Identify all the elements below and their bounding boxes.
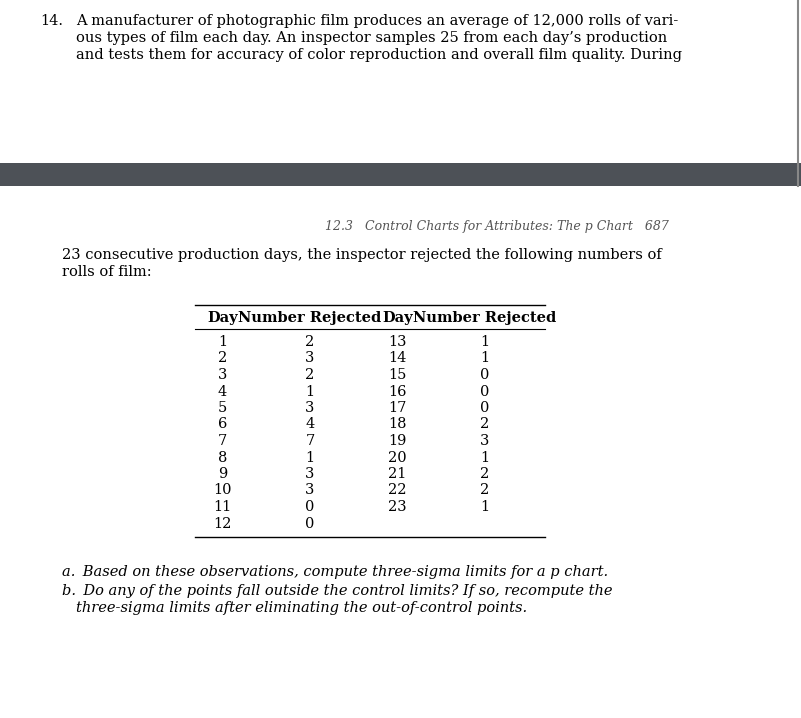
Text: 13: 13: [388, 335, 407, 349]
Text: 9: 9: [218, 467, 227, 481]
Text: 12.3   Control Charts for Attributes: The p Chart   687: 12.3 Control Charts for Attributes: The …: [324, 220, 669, 233]
Text: 23: 23: [388, 500, 407, 514]
Text: 0: 0: [481, 385, 489, 398]
Text: 1: 1: [218, 335, 227, 349]
Text: 2: 2: [305, 368, 315, 382]
Text: 5: 5: [218, 401, 227, 415]
Text: 7: 7: [305, 434, 315, 448]
Text: 3: 3: [305, 352, 315, 365]
Text: 2: 2: [481, 467, 489, 481]
Text: ous types of film each day. An inspector samples 25 from each day’s production: ous types of film each day. An inspector…: [76, 31, 667, 45]
Text: 10: 10: [213, 483, 231, 498]
Text: 21: 21: [388, 467, 407, 481]
Text: 7: 7: [218, 434, 227, 448]
Text: 3: 3: [305, 401, 315, 415]
Text: 3: 3: [305, 467, 315, 481]
Text: 0: 0: [481, 401, 489, 415]
Text: 0: 0: [305, 516, 315, 531]
Text: 15: 15: [388, 368, 407, 382]
Bar: [0, 163, 801, 186]
Text: Day: Day: [207, 311, 238, 325]
Text: 22: 22: [388, 483, 407, 498]
Text: 14.: 14.: [40, 14, 63, 28]
Text: 19: 19: [388, 434, 407, 448]
Text: and tests them for accuracy of color reproduction and overall film quality. Duri: and tests them for accuracy of color rep…: [76, 48, 682, 62]
Text: 1: 1: [481, 450, 489, 465]
Text: 18: 18: [388, 417, 407, 432]
Text: 20: 20: [388, 450, 407, 465]
Text: 1: 1: [305, 450, 315, 465]
Text: 2: 2: [218, 352, 227, 365]
Text: Number Rejected: Number Rejected: [239, 311, 381, 325]
Text: 2: 2: [305, 335, 315, 349]
Text: 17: 17: [388, 401, 407, 415]
Text: 4: 4: [305, 417, 315, 432]
Text: 0: 0: [305, 500, 315, 514]
Text: A manufacturer of photographic film produces an average of 12,000 rolls of vari-: A manufacturer of photographic film prod…: [76, 14, 678, 28]
Text: 1: 1: [481, 500, 489, 514]
Text: 1: 1: [305, 385, 315, 398]
Text: 2: 2: [481, 417, 489, 432]
Text: 3: 3: [218, 368, 227, 382]
Text: Number Rejected: Number Rejected: [413, 311, 557, 325]
Text: Day: Day: [382, 311, 413, 325]
Text: 6: 6: [218, 417, 227, 432]
Text: rolls of film:: rolls of film:: [62, 265, 151, 279]
Text: 8: 8: [218, 450, 227, 465]
Text: 14: 14: [388, 352, 407, 365]
Text: 2: 2: [481, 483, 489, 498]
Text: a. Based on these observations, compute three-sigma limits for a p chart.: a. Based on these observations, compute …: [62, 565, 608, 579]
Text: 3: 3: [481, 434, 489, 448]
Text: three-sigma limits after eliminating the out-of-control points.: three-sigma limits after eliminating the…: [76, 601, 527, 615]
Text: 0: 0: [481, 368, 489, 382]
Text: 23 consecutive production days, the inspector rejected the following numbers of: 23 consecutive production days, the insp…: [62, 248, 662, 262]
Text: 11: 11: [213, 500, 231, 514]
Text: 4: 4: [218, 385, 227, 398]
Text: 16: 16: [388, 385, 407, 398]
Text: 1: 1: [481, 352, 489, 365]
Text: 1: 1: [481, 335, 489, 349]
Text: 3: 3: [305, 483, 315, 498]
Text: b. Do any of the points fall outside the control limits? If so, recompute the: b. Do any of the points fall outside the…: [62, 584, 613, 598]
Text: 12: 12: [213, 516, 231, 531]
